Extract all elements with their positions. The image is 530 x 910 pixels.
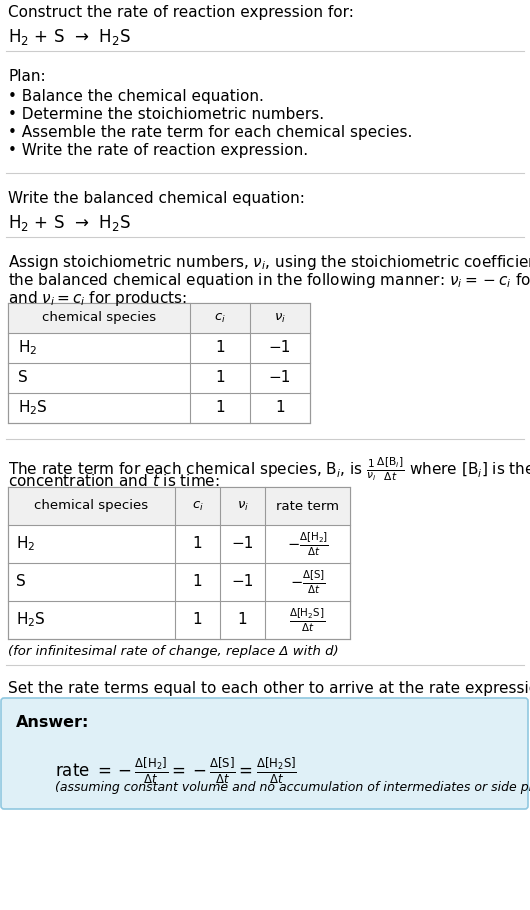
Text: • Determine the stoichiometric numbers.: • Determine the stoichiometric numbers. (8, 107, 324, 122)
Text: −1: −1 (269, 370, 291, 386)
Text: Construct the rate of reaction expression for:: Construct the rate of reaction expressio… (8, 5, 354, 20)
Text: H$_2$S: H$_2$S (16, 611, 46, 630)
Text: chemical species: chemical species (34, 500, 148, 512)
Bar (8, 303, 310, 423)
Text: $c_i$: $c_i$ (191, 500, 204, 512)
Text: −1: −1 (269, 340, 291, 356)
Text: $\frac{\Delta[\mathrm{H}_2\mathrm{S}]}{\Delta t}$: $\frac{\Delta[\mathrm{H}_2\mathrm{S}]}{\… (289, 606, 325, 633)
Text: −1: −1 (231, 574, 254, 590)
Text: H$_2$S: H$_2$S (18, 399, 48, 418)
Text: H$_2$ + S  →  H$_2$S: H$_2$ + S → H$_2$S (8, 213, 131, 233)
Text: Set the rate terms equal to each other to arrive at the rate expression:: Set the rate terms equal to each other t… (8, 681, 530, 696)
Text: • Assemble the rate term for each chemical species.: • Assemble the rate term for each chemic… (8, 125, 412, 140)
Text: $-\frac{\Delta[\mathrm{H}_2]}{\Delta t}$: $-\frac{\Delta[\mathrm{H}_2]}{\Delta t}$ (287, 531, 329, 558)
Text: (for infinitesimal rate of change, replace Δ with d): (for infinitesimal rate of change, repla… (8, 645, 339, 658)
Text: chemical species: chemical species (42, 311, 156, 325)
Text: • Balance the chemical equation.: • Balance the chemical equation. (8, 89, 264, 104)
Text: rate $= -\frac{\Delta[\mathrm{H}_2]}{\Delta t} = -\frac{\Delta[\mathrm{S}]}{\Del: rate $= -\frac{\Delta[\mathrm{H}_2]}{\De… (55, 755, 297, 785)
Text: 1: 1 (215, 340, 225, 356)
Text: Assign stoichiometric numbers, $\nu_i$, using the stoichiometric coefficients, $: Assign stoichiometric numbers, $\nu_i$, … (8, 253, 530, 272)
Text: 1: 1 (275, 400, 285, 416)
Bar (8, 487, 350, 525)
Bar (8, 487, 350, 639)
Text: H$_2$: H$_2$ (16, 535, 36, 553)
Text: H$_2$: H$_2$ (18, 339, 37, 358)
Text: H$_2$ + S  →  H$_2$S: H$_2$ + S → H$_2$S (8, 27, 131, 47)
Text: 1: 1 (193, 574, 202, 590)
Text: Answer:: Answer: (16, 715, 90, 730)
Text: $\nu_i$: $\nu_i$ (236, 500, 249, 512)
Text: 1: 1 (237, 612, 248, 628)
Text: −1: −1 (231, 537, 254, 551)
Text: S: S (18, 370, 28, 386)
FancyBboxPatch shape (1, 698, 528, 809)
Text: 1: 1 (193, 612, 202, 628)
Text: $\nu_i$: $\nu_i$ (274, 311, 286, 325)
Text: concentration and $t$ is time:: concentration and $t$ is time: (8, 473, 220, 489)
Bar (8, 303, 310, 333)
Text: The rate term for each chemical species, B$_i$, is $\frac{1}{\nu_i}\frac{\Delta[: The rate term for each chemical species,… (8, 455, 530, 482)
Text: $-\frac{\Delta[\mathrm{S}]}{\Delta t}$: $-\frac{\Delta[\mathrm{S}]}{\Delta t}$ (289, 568, 325, 596)
Text: Write the balanced chemical equation:: Write the balanced chemical equation: (8, 191, 305, 206)
Text: the balanced chemical equation in the following manner: $\nu_i = -c_i$ for react: the balanced chemical equation in the fo… (8, 271, 530, 290)
Text: and $\nu_i = c_i$ for products:: and $\nu_i = c_i$ for products: (8, 289, 187, 308)
Text: (assuming constant volume and no accumulation of intermediates or side products): (assuming constant volume and no accumul… (55, 781, 530, 794)
Text: 1: 1 (193, 537, 202, 551)
Text: 1: 1 (215, 400, 225, 416)
Text: S: S (16, 574, 26, 590)
Text: rate term: rate term (276, 500, 339, 512)
Text: • Write the rate of reaction expression.: • Write the rate of reaction expression. (8, 143, 308, 158)
Text: 1: 1 (215, 370, 225, 386)
Text: $c_i$: $c_i$ (214, 311, 226, 325)
Text: Plan:: Plan: (8, 69, 46, 84)
